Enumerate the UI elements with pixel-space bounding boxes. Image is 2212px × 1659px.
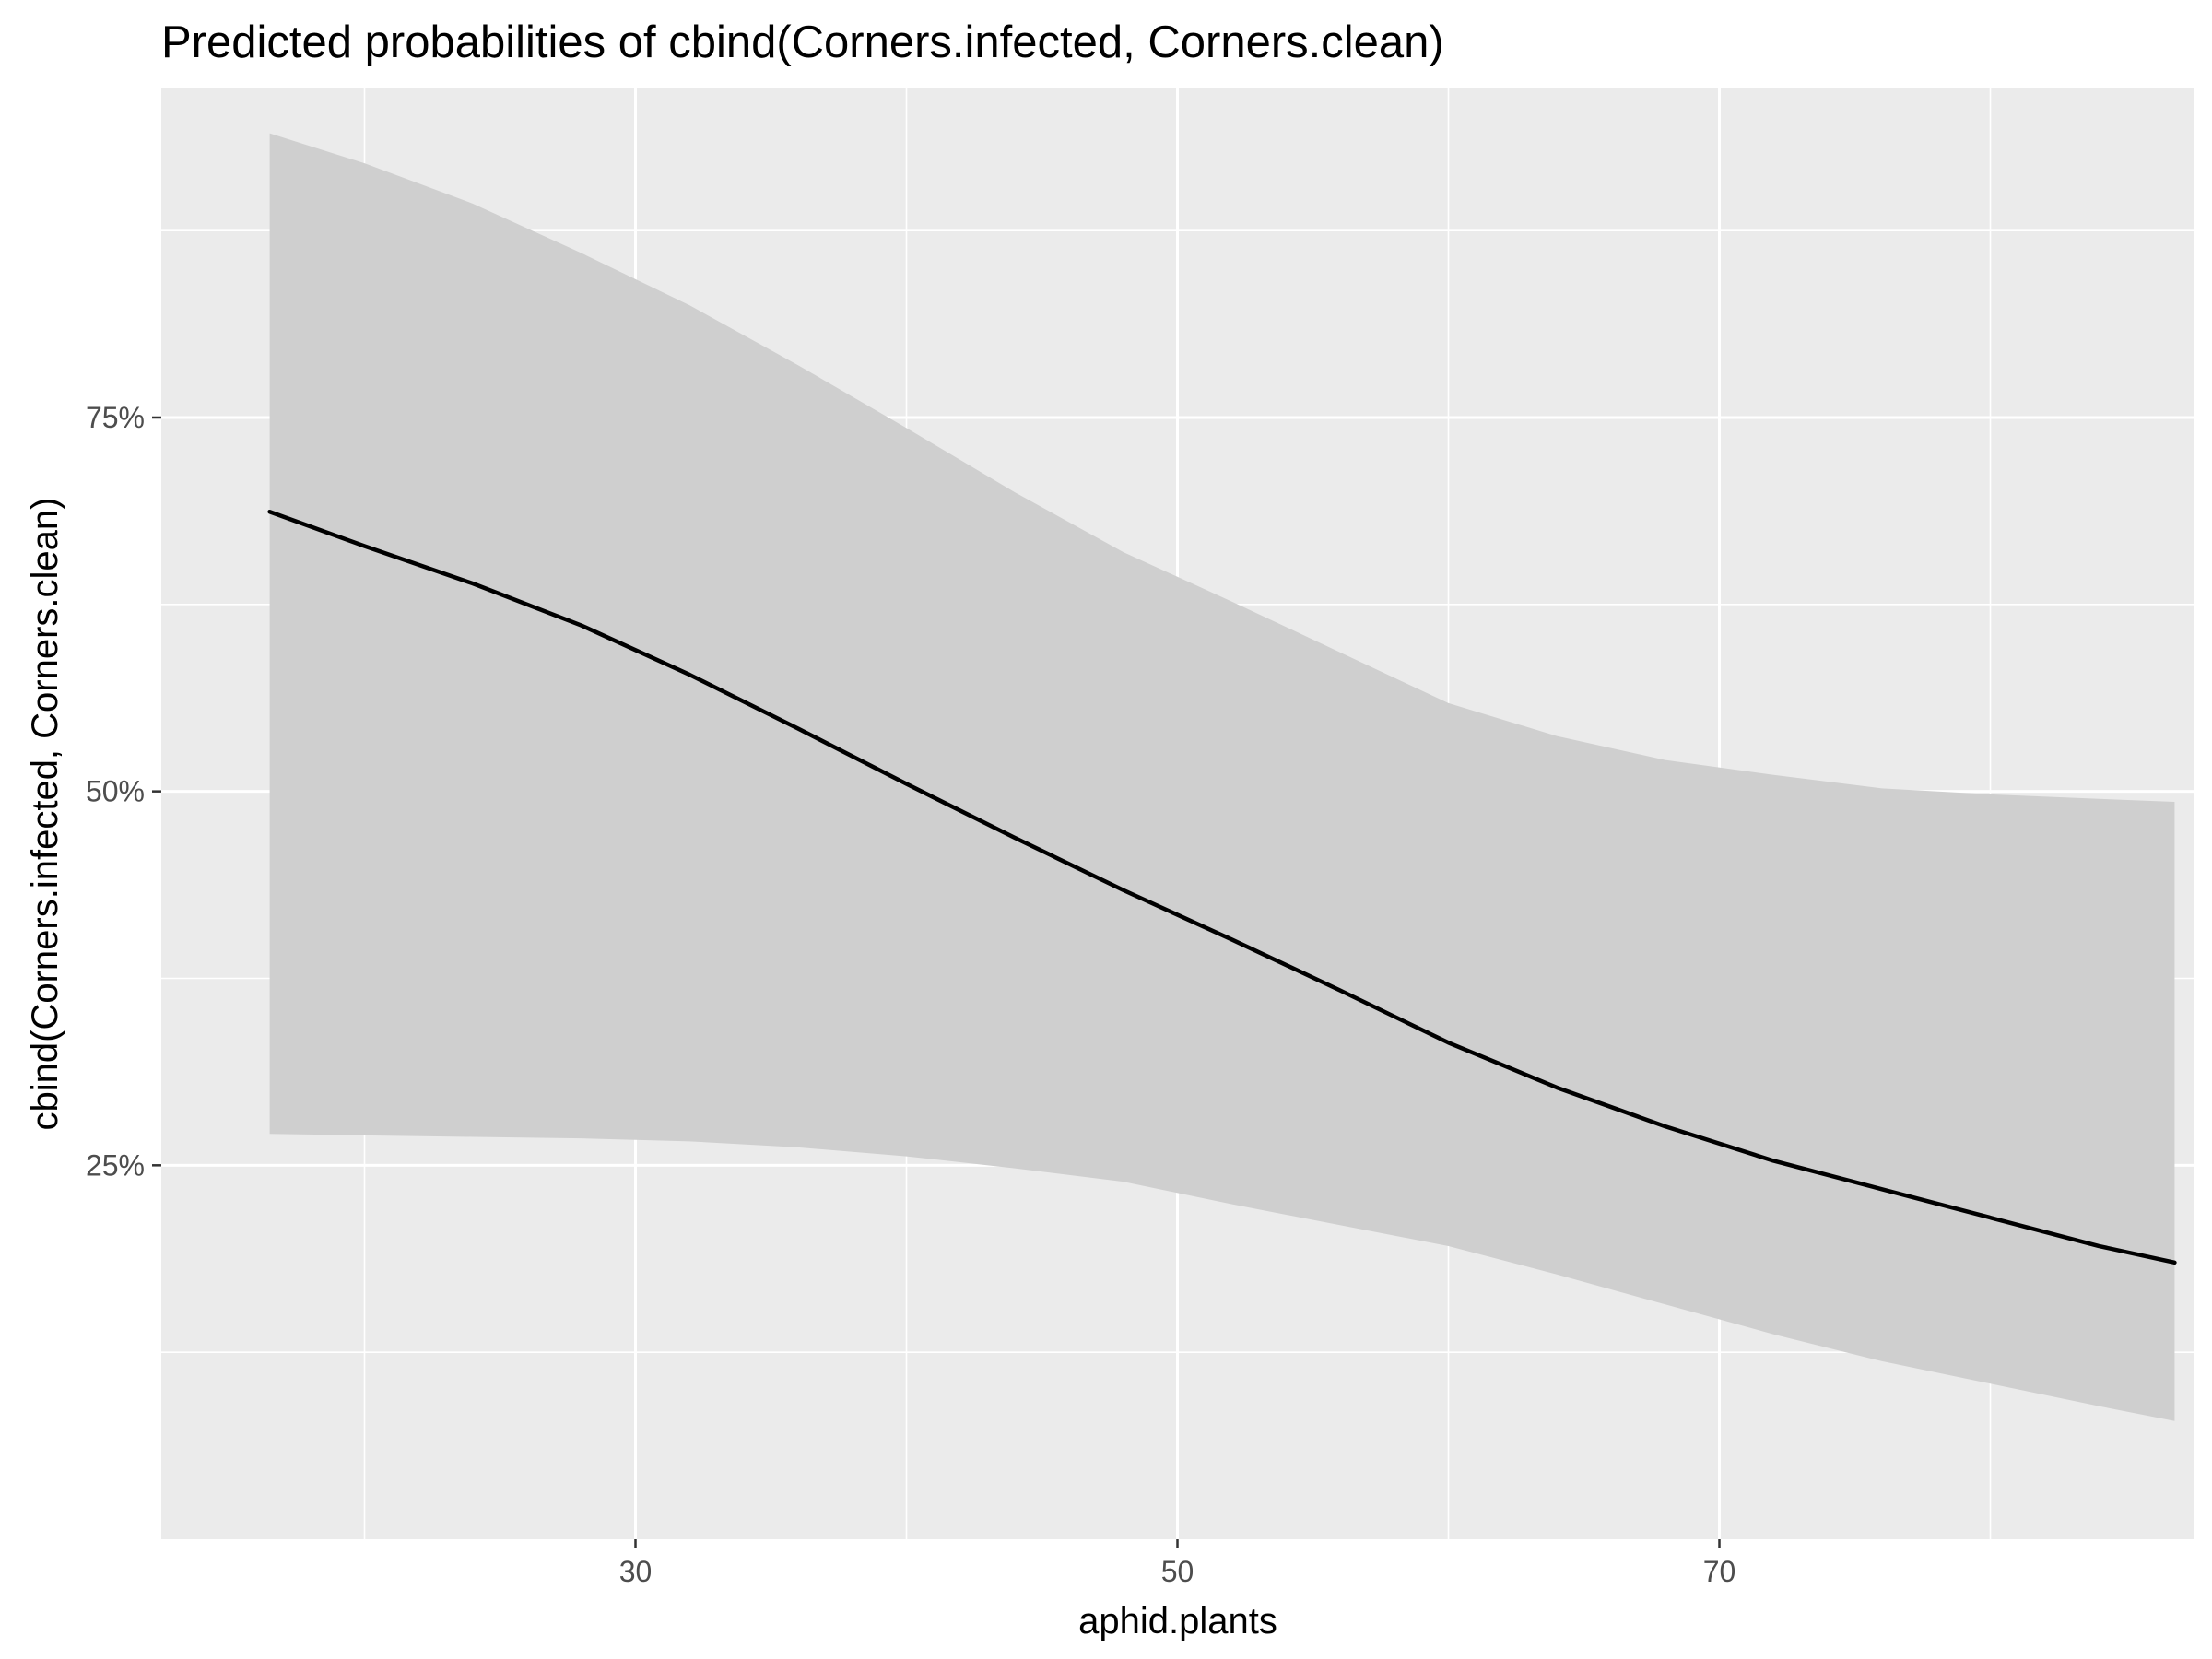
prediction-line-layer bbox=[267, 509, 2177, 1265]
confidence-band bbox=[269, 133, 2175, 1421]
y-tick-label: 25% bbox=[86, 1148, 145, 1182]
y-tick-label: 50% bbox=[86, 775, 145, 808]
x-axis: 30 50 70 bbox=[619, 1539, 1736, 1588]
confidence-band-layer bbox=[269, 133, 2175, 1421]
chart-title: Predicted probabilities of cbind(Corners… bbox=[161, 18, 1444, 67]
x-axis-title: aphid.plants bbox=[1078, 1601, 1277, 1641]
x-tick-label: 50 bbox=[1161, 1555, 1194, 1588]
x-tick-label: 30 bbox=[619, 1555, 653, 1588]
y-axis-title: cbind(Corners.infected, Corners.clean) bbox=[25, 498, 65, 1131]
x-tick-label: 70 bbox=[1703, 1555, 1736, 1588]
prediction-line bbox=[267, 509, 2177, 1265]
y-axis: 25% 50% 75% bbox=[86, 401, 161, 1182]
y-tick-label: 75% bbox=[86, 401, 145, 434]
